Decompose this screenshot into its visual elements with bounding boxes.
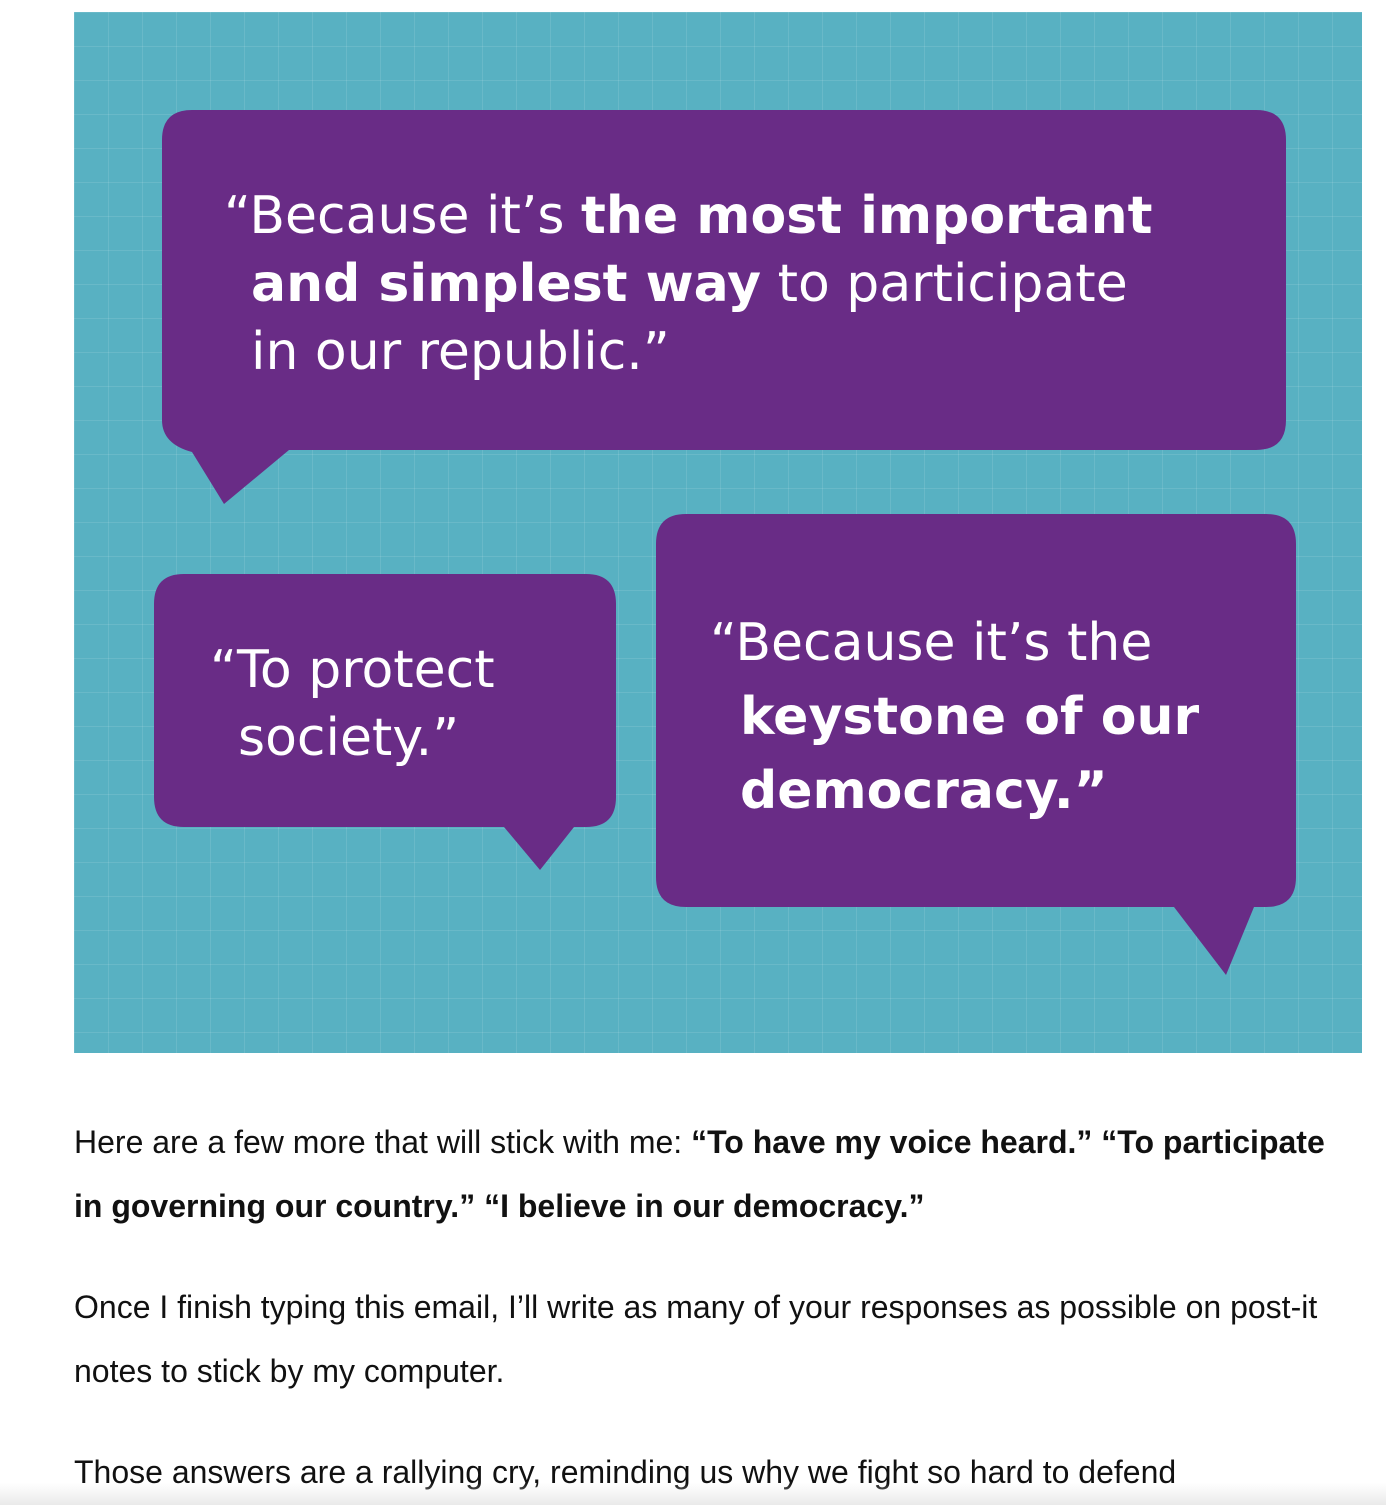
quote-protect-society: “To protect society.”: [210, 636, 495, 772]
quote-emphasis: keystone of our: [740, 687, 1200, 747]
bottom-fade: [0, 1483, 1386, 1505]
quote-line: in our republic.”: [251, 322, 670, 382]
speech-bubbles-graphic: [154, 110, 1296, 975]
quote-line: “To protect: [210, 640, 495, 700]
email-hero-image: “Because it’s the most important and sim…: [74, 12, 1362, 1053]
speech-bubble-small: [154, 574, 616, 870]
quote-line: keystone of our: [710, 680, 1199, 754]
quote-text: “Because it’s: [224, 186, 582, 246]
quote-line: democracy.”: [710, 754, 1199, 828]
quote-keystone: “Because it’s the keystone of our democr…: [710, 606, 1199, 828]
quote-emphasis: democracy.”: [740, 761, 1108, 821]
quote-line: “Because it’s the: [710, 613, 1153, 673]
quote-line: and simplest way to participate: [224, 250, 1153, 318]
speech-bubble-medium: [656, 514, 1296, 975]
quote-emphasis: the most important: [581, 186, 1153, 246]
quote-line: society.”: [238, 708, 460, 768]
paragraph-text: Here are a few more that will stick with…: [74, 1124, 692, 1160]
bold-quote: “To have my voice heard.”: [691, 1124, 1093, 1160]
quote-line: “Because it’s the most important: [224, 182, 1153, 250]
body-paragraph-responses: Here are a few more that will stick with…: [74, 1110, 1344, 1238]
quote-emphasis: and simplest way: [251, 254, 762, 314]
quote-text: to participate: [761, 254, 1128, 314]
bold-quote: “I believe in our democracy.”: [484, 1188, 925, 1224]
quote-republic: “Because it’s the most important and sim…: [224, 182, 1153, 386]
speech-bubble-large: [162, 110, 1286, 504]
bold-quote: “To participate in governing our country…: [74, 1124, 1325, 1224]
body-paragraph-post-it: Once I finish typing this email, I’ll wr…: [74, 1289, 1318, 1389]
